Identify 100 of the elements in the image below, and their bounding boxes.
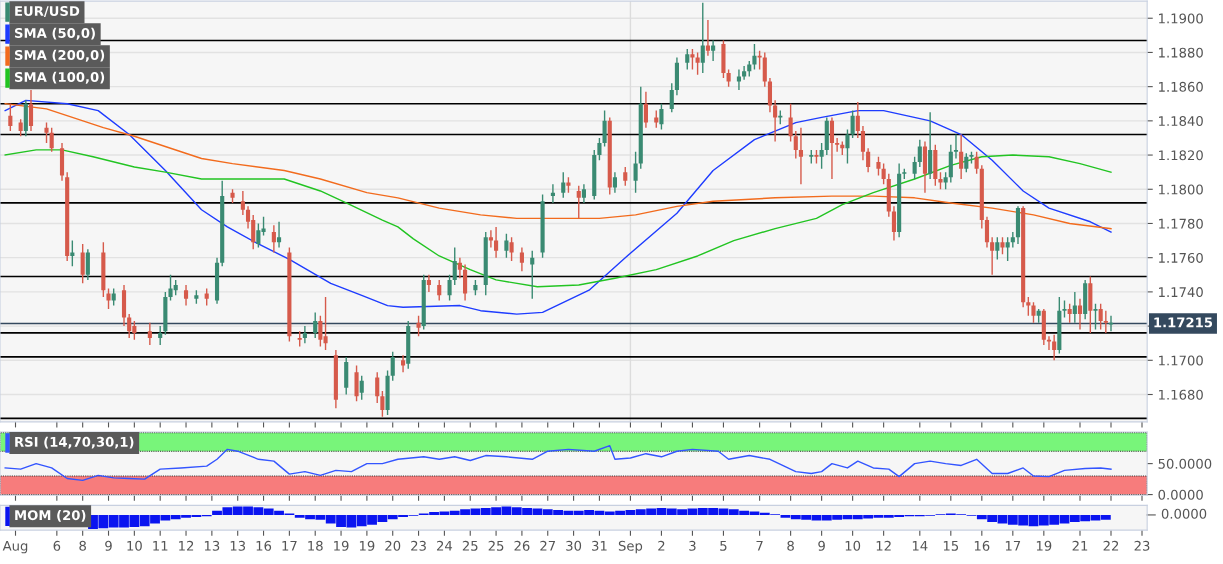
y-tick-label: 1.1900 bbox=[1159, 13, 1203, 24]
candlestick bbox=[762, 51, 767, 88]
x-tick-label: 13 bbox=[230, 540, 246, 551]
legend-label: EUR/USD bbox=[15, 5, 80, 17]
x-tick-label: 7 bbox=[756, 540, 763, 551]
x-tick-label: 9 bbox=[818, 540, 825, 551]
candlestick bbox=[426, 274, 431, 293]
x-tick-label: 31 bbox=[592, 540, 607, 551]
x-tick-label: 23 bbox=[1134, 540, 1150, 551]
candlestick bbox=[106, 287, 111, 310]
candlestick bbox=[127, 313, 132, 339]
candlestick bbox=[400, 354, 406, 373]
candlestick bbox=[1005, 236, 1010, 262]
y-tick-label: 1.1860 bbox=[1159, 81, 1203, 92]
candlestick bbox=[85, 248, 90, 281]
candlestick bbox=[995, 236, 1000, 261]
candlestick bbox=[147, 321, 152, 346]
candlestick bbox=[8, 103, 13, 132]
candlestick bbox=[953, 133, 959, 160]
candlestick bbox=[736, 68, 742, 91]
x-tick-label: 12 bbox=[179, 540, 194, 551]
x-tick-label: 17 bbox=[1005, 540, 1021, 551]
y-tick-label: 1.1700 bbox=[1159, 355, 1203, 366]
x-tick-label: 8 bbox=[79, 540, 86, 551]
candlestick bbox=[597, 137, 602, 161]
candlestick bbox=[643, 91, 648, 129]
candlestick bbox=[695, 51, 700, 76]
x-tick-label: 27 bbox=[540, 540, 556, 551]
x-tick-label: 16 bbox=[256, 540, 272, 551]
y-tick-label: 1.1880 bbox=[1159, 47, 1203, 58]
y-tick-label: 50.0000 bbox=[1158, 458, 1212, 469]
x-tick-label: 14 bbox=[912, 540, 928, 551]
candlestick bbox=[876, 156, 881, 177]
x-tick-label: 12 bbox=[876, 540, 891, 551]
x-tick-label: 8 bbox=[787, 540, 794, 551]
candlestick bbox=[623, 166, 628, 187]
legend-label: RSI (14,70,30,1) bbox=[15, 436, 134, 449]
candlestick bbox=[354, 364, 359, 403]
line-series bbox=[4, 103, 1112, 230]
candlestick bbox=[866, 147, 871, 173]
x-tick-label: Sep bbox=[618, 540, 643, 554]
candlestick bbox=[845, 128, 850, 165]
candlestick bbox=[700, 2, 705, 74]
y-tick-label: 1.1820 bbox=[1159, 150, 1203, 161]
x-tick-label: 16 bbox=[974, 540, 990, 551]
candlestick bbox=[1010, 231, 1015, 249]
candlestick bbox=[798, 126, 804, 185]
x-tick-label: 13 bbox=[204, 540, 220, 551]
candlestick bbox=[705, 19, 711, 57]
candlestick bbox=[183, 284, 189, 307]
candlestick bbox=[390, 351, 395, 382]
x-tick-label: 15 bbox=[943, 540, 959, 551]
candlestick bbox=[488, 229, 493, 249]
x-tick-label: 17 bbox=[282, 540, 297, 551]
legend-label: MOM (20) bbox=[15, 509, 86, 522]
y-tick-label: 1.1680 bbox=[1159, 389, 1203, 400]
candlestick bbox=[1093, 303, 1098, 331]
x-tick-label: 22 bbox=[1103, 540, 1119, 551]
legend-label: SMA (200,0) bbox=[14, 49, 105, 62]
candlestick bbox=[711, 39, 716, 62]
x-tick-label: 19 bbox=[359, 540, 375, 551]
candlestick bbox=[881, 162, 886, 185]
candlestick bbox=[452, 246, 457, 286]
candlestick bbox=[767, 77, 773, 113]
candlestick bbox=[494, 226, 499, 259]
line-series bbox=[4, 99, 1112, 315]
candlestick bbox=[302, 325, 307, 344]
line-series bbox=[4, 149, 1112, 288]
x-tick-label: 9 bbox=[105, 540, 112, 551]
candlestick bbox=[633, 150, 638, 194]
x-tick-label: 20 bbox=[385, 540, 401, 551]
candlestick bbox=[685, 48, 690, 71]
x-tick-label: 26 bbox=[514, 540, 530, 551]
candlestick bbox=[437, 279, 442, 302]
x-tick-label: 25 bbox=[488, 540, 504, 551]
candlestick bbox=[757, 50, 762, 71]
candlestick bbox=[984, 215, 990, 249]
x-tick-label: 21 bbox=[1072, 540, 1088, 551]
candlestick bbox=[819, 142, 824, 170]
candlestick bbox=[44, 121, 49, 144]
candlestick bbox=[271, 224, 276, 254]
candlestick bbox=[561, 171, 566, 199]
candlestick bbox=[447, 274, 452, 302]
legend-label: SMA (50,0) bbox=[14, 27, 95, 40]
candlestick bbox=[917, 138, 922, 168]
x-tick-label: 5 bbox=[720, 540, 727, 551]
candlestick bbox=[690, 48, 695, 71]
candlestick bbox=[742, 65, 747, 81]
candlestick bbox=[49, 126, 54, 153]
candlestick bbox=[1067, 303, 1072, 324]
candlestick bbox=[659, 103, 664, 131]
candlestick bbox=[380, 390, 385, 418]
candlestick bbox=[519, 246, 524, 273]
candlestick bbox=[359, 374, 364, 401]
candlestick bbox=[855, 101, 860, 139]
x-tick-label: 23 bbox=[411, 540, 426, 551]
candlestick bbox=[509, 236, 514, 262]
candlestick bbox=[504, 233, 509, 259]
candlestick bbox=[860, 125, 866, 161]
candlestick bbox=[1098, 303, 1103, 331]
